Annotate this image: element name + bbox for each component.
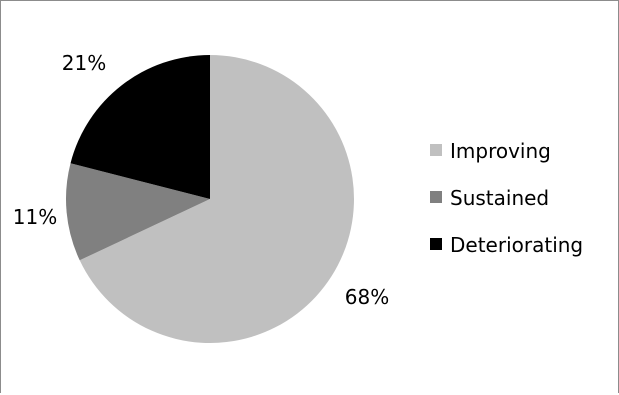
data-label-improving: 68% [345,285,389,309]
pie-slice-sustained [65,163,210,261]
legend-label-improving: Improving [450,139,551,163]
legend-label-sustained: Sustained [450,186,549,210]
pie-slices [65,55,355,343]
pie-slice-deteriorating [70,55,211,199]
legend: Improving Sustained Deteriorating [430,139,583,257]
legend-swatch-deteriorating [430,238,442,250]
data-label-sustained: 11% [13,205,57,229]
legend-label-deteriorating: Deteriorating [450,233,583,257]
data-label-deteriorating: 21% [62,51,106,75]
legend-swatch-sustained [430,191,442,203]
slice-labels: 68% 11% 21% [13,51,389,309]
pie-slice-improving [79,55,355,343]
legend-swatch-improving [430,144,442,156]
